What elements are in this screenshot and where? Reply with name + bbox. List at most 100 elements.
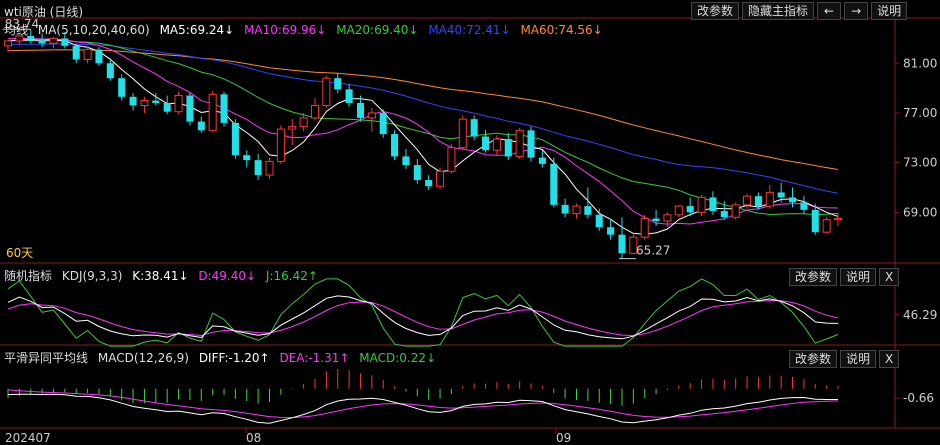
macd-close-icon[interactable]: X xyxy=(879,350,900,368)
candle-body-up xyxy=(436,170,445,187)
x-label-0: 202407 xyxy=(5,431,51,445)
ma60-line xyxy=(7,49,839,170)
candle-body-up xyxy=(731,204,740,218)
candle-body-down xyxy=(470,119,478,137)
candle-body-down xyxy=(118,78,126,97)
candle-body-down xyxy=(482,136,490,151)
low-label: 65.27 xyxy=(636,244,670,258)
ma20-value: MA20:69.40↓ xyxy=(336,23,419,37)
macd-ytick-label: -0.66 xyxy=(903,391,934,405)
candle-body-up xyxy=(447,147,456,172)
candle-body-down xyxy=(163,103,171,112)
kdj-legend: 随机指标 KDJ(9,3,3) K:38.41↓ D:49.40↓ J:16.4… xyxy=(4,267,324,284)
candle-body-down xyxy=(95,49,103,64)
kdj-name: 随机指标 xyxy=(4,269,53,283)
chart-title: wti原油 (日线) xyxy=(4,5,84,19)
kdj-help-button[interactable]: 说明 xyxy=(840,268,877,286)
candle-body-down xyxy=(504,139,512,157)
kdj-ytick-label: 46.29 xyxy=(903,308,937,322)
candle-body-down xyxy=(254,160,262,176)
candle-body-up xyxy=(310,104,320,119)
kdj-close-icon[interactable]: X xyxy=(879,268,900,286)
main-ytick-label: 77.00 xyxy=(903,106,937,120)
candle-body-up xyxy=(674,205,683,216)
candle-body-up xyxy=(49,37,58,44)
kdj-k-value: K:38.41↓ xyxy=(132,269,189,283)
candle-body-down xyxy=(129,96,137,106)
macd-value: MACD:0.22↓ xyxy=(359,351,437,365)
hide-main-indicator-button[interactable]: 隐藏主指标 xyxy=(742,2,815,20)
candle-body-up xyxy=(83,49,92,61)
macd-toolbar: 改参数 说明 X xyxy=(789,350,900,368)
x-label-2: 09 xyxy=(556,431,572,445)
candle-body-down xyxy=(527,130,535,158)
candle-body-up xyxy=(458,118,467,149)
candle-body-down xyxy=(709,197,717,212)
macd-name: 平滑异同平均线 xyxy=(4,351,89,365)
candle-body-down xyxy=(561,204,569,214)
arrow-left-icon[interactable]: ← xyxy=(817,2,842,20)
candle-body-down xyxy=(754,196,762,207)
macd-dea-line xyxy=(7,389,839,419)
candle-body-up xyxy=(515,129,524,157)
candle-body-down xyxy=(618,234,626,254)
kdj-k-line xyxy=(7,295,839,340)
candle-body-up xyxy=(697,196,706,213)
candle-body-down xyxy=(391,134,399,157)
candle-body-down xyxy=(800,202,808,210)
candle-body-down xyxy=(550,163,558,205)
ma5-value: MA5:69.24↓ xyxy=(159,23,235,37)
candle-body-up xyxy=(629,236,638,254)
candle-body-down xyxy=(607,227,615,235)
kdj-d-value: D:49.40↓ xyxy=(198,269,257,283)
candle-body-up xyxy=(3,40,13,47)
period-label: 60天 xyxy=(6,246,34,260)
candle-body-up xyxy=(492,138,501,151)
macd-edit-params-button[interactable]: 改参数 xyxy=(789,350,838,368)
candle-body-down xyxy=(720,211,728,218)
candle-body-down xyxy=(231,122,239,156)
candle-body-up xyxy=(276,128,285,162)
candle-body-up xyxy=(15,35,24,42)
edit-params-button[interactable]: 改参数 xyxy=(691,2,740,20)
candle-body-up xyxy=(140,100,149,106)
main-toolbar: 改参数 隐藏主指标 ← → 说明 xyxy=(691,2,908,20)
kdj-j-value: J:16.42↑ xyxy=(265,269,318,283)
candle-body-down xyxy=(106,63,114,79)
candle-body-up xyxy=(174,95,183,113)
ma40-value: MA40:72.41↓ xyxy=(428,23,511,37)
ma-legend: 均线 MA(5,10,20,40,60) MA5:69.24↓ MA10:69.… xyxy=(4,21,609,38)
candle-body-down xyxy=(356,103,364,118)
candle-body-down xyxy=(243,155,251,161)
ma-legend-name: 均线 xyxy=(4,23,29,37)
candle-body-down xyxy=(220,94,228,123)
candle-body-down xyxy=(686,206,694,213)
candle-body-down xyxy=(186,95,194,122)
candle-body-down xyxy=(413,165,421,181)
candle-body-up xyxy=(663,214,672,222)
candle-body-down xyxy=(788,197,797,203)
kdj-toolbar: 改参数 说明 X xyxy=(789,268,900,286)
ma10-value: MA10:69.96↓ xyxy=(244,23,327,37)
candle-body-up xyxy=(640,218,649,238)
candle-body-down xyxy=(379,112,387,135)
arrow-right-icon[interactable]: → xyxy=(844,2,869,20)
candle-body-up xyxy=(208,93,217,131)
candle-body-up xyxy=(322,77,331,106)
candle-body-down xyxy=(584,206,592,215)
macd-dea-value: DEA:-1.31↑ xyxy=(279,351,350,365)
ma-legend-params: MA(5,10,20,40,60) xyxy=(37,23,150,37)
help-button[interactable]: 说明 xyxy=(871,2,908,20)
candle-body-up xyxy=(265,160,274,176)
ma40-line xyxy=(7,43,839,194)
candle-body-down xyxy=(402,156,410,166)
macd-help-button[interactable]: 说明 xyxy=(840,350,877,368)
kdj-edit-params-button[interactable]: 改参数 xyxy=(789,268,838,286)
ma20-line xyxy=(7,40,839,216)
kdj-j-line xyxy=(7,278,839,347)
candle-body-down xyxy=(652,218,660,222)
candle-body-down xyxy=(72,45,80,60)
candle-body-down xyxy=(595,214,603,228)
candle-body-down xyxy=(38,39,46,44)
